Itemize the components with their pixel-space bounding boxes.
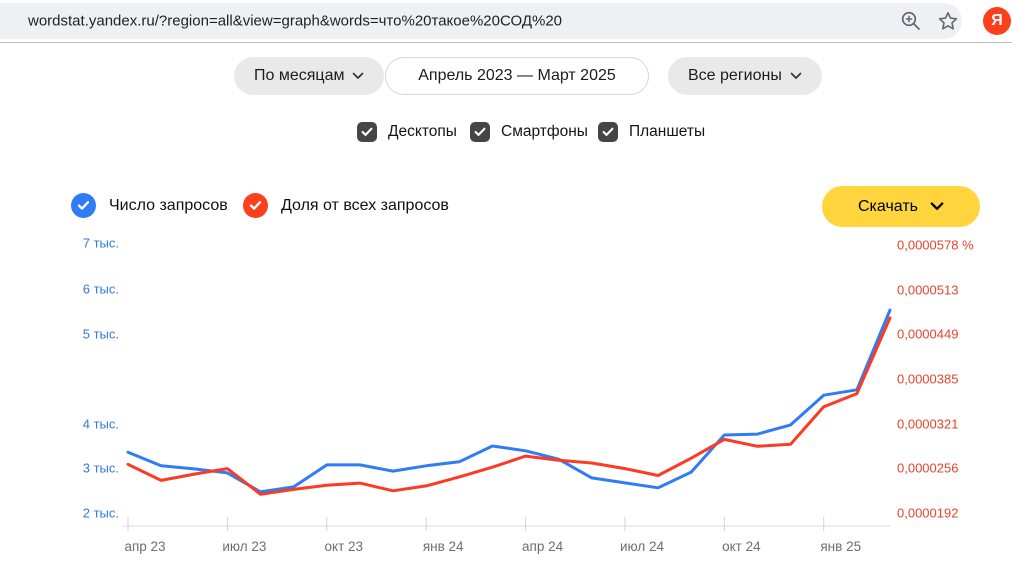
checkbox-tablets[interactable]: Планшеты bbox=[598, 122, 705, 142]
date-range-picker[interactable]: Апрель 2023 — Март 2025 bbox=[385, 57, 649, 95]
period-dropdown[interactable]: По месяцам bbox=[234, 57, 385, 95]
chevron-down-icon bbox=[352, 67, 364, 85]
right-axis-label: 0,0000385 bbox=[897, 371, 959, 387]
legend-label: Число запросов bbox=[109, 196, 228, 214]
region-dropdown-label: Все регионы bbox=[688, 67, 782, 84]
checkbox-checked-icon[interactable] bbox=[598, 122, 618, 142]
zoom-in-icon[interactable] bbox=[900, 10, 922, 32]
checkbox-desktops[interactable]: Десктопы bbox=[357, 122, 457, 142]
download-button[interactable]: Скачать bbox=[822, 186, 980, 227]
left-axis-label: 2 тыс. bbox=[82, 505, 119, 521]
queries-line[interactable] bbox=[126, 308, 892, 494]
left-axis-label: 5 тыс. bbox=[82, 326, 119, 342]
checkbox-label: Планшеты bbox=[629, 123, 706, 140]
checkbox-checked-icon[interactable] bbox=[357, 122, 377, 142]
x-axis-label: апр 23 bbox=[124, 539, 166, 554]
right-axis-label: 0,0000449 bbox=[897, 326, 959, 342]
url-bar[interactable] bbox=[0, 3, 962, 39]
checkbox-checked-icon[interactable] bbox=[470, 122, 490, 142]
x-axis-label: апр 24 bbox=[522, 539, 564, 554]
chevron-down-icon bbox=[930, 198, 944, 216]
region-dropdown[interactable]: Все регионы bbox=[668, 57, 822, 95]
bookmark-star-icon[interactable] bbox=[937, 10, 959, 32]
left-axis-label: 3 тыс. bbox=[82, 460, 119, 476]
legend-label: Доля от всех запросов bbox=[281, 196, 449, 214]
x-axis-label: июл 23 bbox=[222, 539, 267, 554]
x-axis-label: янв 25 bbox=[820, 539, 862, 554]
yandex-browser-logo[interactable]: Я bbox=[983, 7, 1011, 35]
checkbox-label: Десктопы bbox=[388, 123, 457, 140]
legend-check-icon bbox=[243, 193, 268, 218]
right-axis-label: 0,0000321 bbox=[897, 416, 959, 432]
toolbar-divider bbox=[0, 42, 1012, 43]
legend-toggle-queries[interactable]: Число запросов bbox=[71, 193, 228, 218]
legend-check-icon bbox=[71, 193, 96, 218]
x-axis-label: окт 24 bbox=[722, 539, 761, 554]
date-range-label: Апрель 2023 — Март 2025 bbox=[418, 67, 616, 84]
chevron-down-icon bbox=[790, 67, 802, 85]
right-axis-label: 0,0000578 % bbox=[897, 237, 974, 253]
right-axis-label: 0,0000192 bbox=[897, 505, 959, 521]
x-axis-label: июл 24 bbox=[619, 539, 664, 554]
share-line[interactable] bbox=[126, 316, 892, 496]
checkbox-label: Смартфоны bbox=[501, 123, 588, 140]
left-axis-label: 4 тыс. bbox=[82, 416, 119, 432]
left-axis-label: 6 тыс. bbox=[82, 281, 119, 297]
left-axis-label: 7 тыс. bbox=[82, 235, 119, 251]
url-text[interactable]: wordstat.yandex.ru/?region=all&view=grap… bbox=[28, 12, 563, 30]
period-dropdown-label: По месяцам bbox=[254, 67, 345, 84]
download-button-label: Скачать bbox=[858, 197, 918, 215]
legend-toggle-share[interactable]: Доля от всех запросов bbox=[243, 193, 449, 218]
right-axis-label: 0,0000513 bbox=[897, 282, 959, 298]
x-axis-label: окт 23 bbox=[324, 539, 364, 554]
right-axis-label: 0,0000256 bbox=[897, 460, 959, 476]
yandex-logo-letter: Я bbox=[991, 12, 1003, 29]
checkbox-smartphones[interactable]: Смартфоны bbox=[470, 122, 588, 142]
x-axis-label: янв 24 bbox=[422, 539, 464, 554]
